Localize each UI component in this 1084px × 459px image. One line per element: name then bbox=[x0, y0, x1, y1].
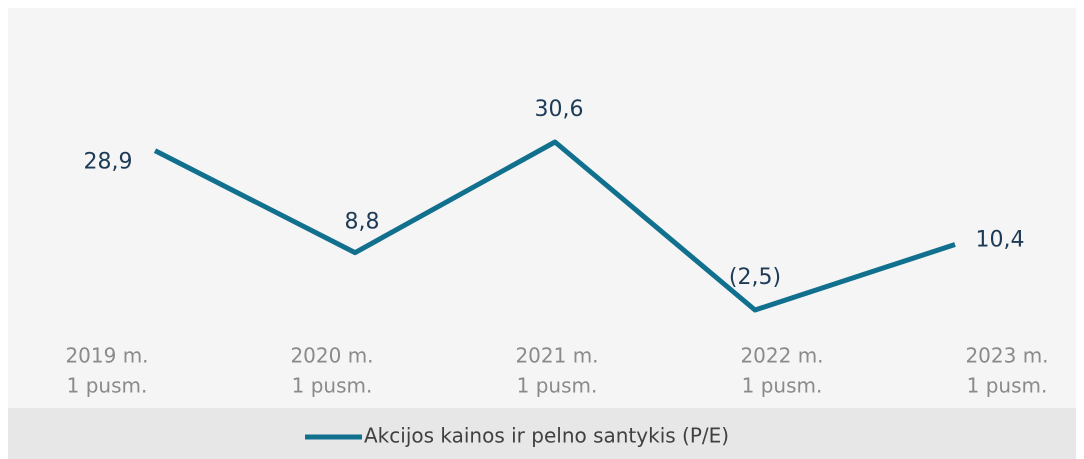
data-label: (2,5) bbox=[729, 265, 781, 290]
plot-background bbox=[8, 8, 1076, 408]
data-label: 8,8 bbox=[345, 210, 380, 235]
x-tick-label: 2022 m. bbox=[740, 344, 823, 368]
x-tick-label: 2021 m. bbox=[515, 344, 598, 368]
x-tick-label: 1 pusm. bbox=[967, 374, 1048, 398]
data-label: 10,4 bbox=[976, 228, 1025, 253]
x-tick-label: 1 pusm. bbox=[742, 374, 823, 398]
data-label: 30,6 bbox=[535, 97, 584, 122]
x-tick-label: 1 pusm. bbox=[292, 374, 373, 398]
legend-band bbox=[8, 408, 1076, 459]
data-label: 28,9 bbox=[84, 150, 133, 175]
data-line bbox=[153, 139, 956, 313]
x-tick-label: 2023 m. bbox=[965, 344, 1048, 368]
legend-label: Akcijos kainos ir pelno santykis (P/E) bbox=[364, 424, 729, 448]
x-tick-label: 2019 m. bbox=[65, 344, 148, 368]
x-tick-label: 1 pusm. bbox=[67, 374, 148, 398]
x-tick-label: 1 pusm. bbox=[517, 374, 598, 398]
x-tick-label: 2020 m. bbox=[290, 344, 373, 368]
